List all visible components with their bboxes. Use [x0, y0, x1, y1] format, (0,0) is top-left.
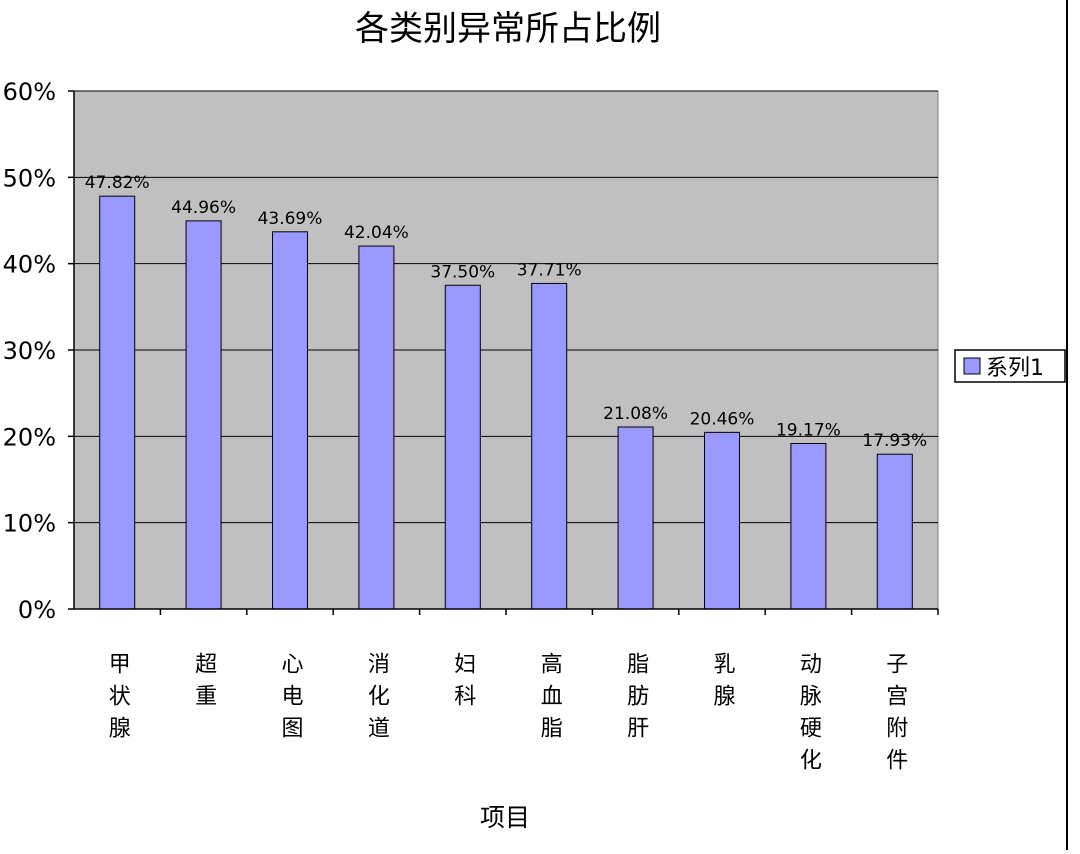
bar — [531, 282, 568, 610]
data-label: 37.50% — [430, 262, 495, 282]
y-tick-label: 60% — [3, 78, 56, 106]
data-label: 37.71% — [517, 260, 582, 280]
y-tick-label: 20% — [3, 423, 56, 451]
data-label: 47.82% — [85, 173, 150, 193]
data-label: 44.96% — [171, 198, 236, 218]
x-tick-label: 高血脂 — [537, 652, 563, 748]
bar — [444, 284, 481, 610]
x-tick-label: 超重 — [191, 652, 217, 716]
x-tick-label: 甲状腺 — [105, 652, 131, 748]
y-tick-label: 50% — [3, 164, 56, 192]
legend: 系列1 — [954, 349, 1066, 383]
y-tick-label: 30% — [3, 337, 56, 365]
bar — [358, 245, 395, 610]
x-tick-label: 脂肪肝 — [623, 652, 649, 748]
y-tick-label: 0% — [18, 596, 56, 624]
legend-swatch — [963, 357, 981, 375]
x-tick-label: 消化道 — [364, 652, 390, 748]
y-tick-label: 10% — [3, 510, 56, 538]
bar — [790, 442, 827, 610]
bar — [99, 195, 136, 610]
chart-title: 各类别异常所占比例 — [355, 9, 661, 49]
bar — [617, 426, 654, 610]
x-axis-title: 项目 — [480, 803, 530, 832]
y-tick-label: 40% — [3, 251, 56, 279]
data-label: 19.17% — [776, 420, 841, 440]
data-label: 20.46% — [690, 409, 755, 429]
frame-border — [1066, 0, 1068, 850]
data-label: 17.93% — [862, 431, 927, 451]
bar — [185, 220, 222, 610]
legend-label: 系列1 — [986, 356, 1044, 381]
data-label: 21.08% — [603, 404, 668, 424]
x-tick-label: 心电图 — [278, 652, 304, 748]
bar — [876, 453, 913, 610]
data-label: 42.04% — [344, 223, 409, 243]
x-tick-label: 乳腺 — [710, 652, 736, 716]
data-label: 43.69% — [258, 209, 323, 229]
x-tick-label: 妇科 — [450, 652, 476, 716]
x-tick-label: 动脉硬化 — [796, 652, 822, 780]
x-tick-label: 子宫附件 — [882, 652, 908, 780]
bar — [704, 431, 740, 610]
bar — [272, 231, 308, 610]
